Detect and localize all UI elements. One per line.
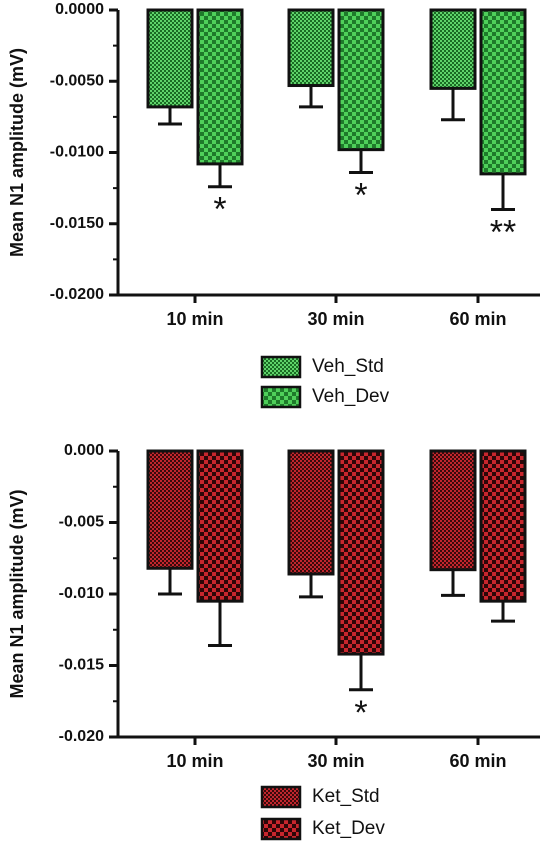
y-tick-label: 0.000 — [64, 442, 104, 459]
legend-label-Veh_Std: Veh_Std — [312, 356, 384, 377]
bar-Veh_Std-30 min — [287, 8, 335, 88]
legend-label-Ket_Std: Ket_Std — [312, 786, 380, 807]
bar-Ket_Dev-30 min — [337, 449, 385, 656]
y-axis-label: Mean N1 amplitude (mV) — [7, 48, 27, 257]
x-tick-label: 60 min — [449, 309, 506, 329]
bar-Veh_Std-60 min — [429, 8, 477, 90]
significance-marker: * — [213, 191, 226, 229]
bar-Ket_Std-10 min — [146, 449, 194, 570]
y-tick-label: 0.0000 — [55, 1, 104, 18]
y-tick-label: -0.005 — [59, 514, 104, 531]
x-tick-label: 10 min — [166, 751, 223, 771]
y-tick-label: -0.0050 — [50, 72, 104, 89]
y-tick-label: -0.0100 — [50, 144, 104, 161]
y-tick-label: -0.0200 — [50, 286, 104, 303]
y-tick-label: -0.020 — [59, 728, 104, 745]
y-tick-label: -0.010 — [59, 585, 104, 602]
y-tick-label: -0.015 — [59, 657, 104, 674]
x-tick-label: 30 min — [307, 751, 364, 771]
legend-swatch-Veh_Dev — [260, 385, 302, 409]
bar-Ket_Std-60 min — [429, 449, 477, 572]
legend-swatch-Ket_Std — [260, 785, 302, 809]
legend-swatch-Veh_Std — [260, 355, 302, 379]
legend-label-Veh_Dev: Veh_Dev — [312, 386, 390, 407]
y-axis-label: Mean N1 amplitude (mV) — [7, 489, 27, 698]
legend-label-Ket_Dev: Ket_Dev — [312, 818, 385, 839]
y-tick-label: -0.0150 — [50, 215, 104, 232]
x-tick-label: 60 min — [449, 751, 506, 771]
chart-panel-2: Mean N1 amplitude (mV) * 0.000 -0.005 -0.010… — [7, 442, 540, 841]
bar-Ket_Std-30 min — [287, 449, 335, 576]
bar-Ket_Dev-60 min — [479, 449, 527, 603]
significance-marker: * — [354, 694, 367, 732]
bar-Veh_Dev-30 min — [337, 8, 385, 152]
significance-marker: * — [354, 176, 367, 214]
legend-swatch-Ket_Dev — [260, 817, 302, 841]
bar-Veh_Dev-10 min — [196, 8, 244, 166]
chart-panel-1: Mean N1 amplitude (mV) * ***0.0000-0.0050-… — [7, 1, 540, 409]
bar-Ket_Dev-10 min — [196, 449, 244, 603]
x-tick-label: 10 min — [166, 309, 223, 329]
significance-marker: ** — [490, 214, 516, 252]
bar-Veh_Dev-60 min — [479, 8, 527, 176]
x-tick-label: 30 min — [307, 309, 364, 329]
bar-Veh_Std-10 min — [146, 8, 194, 109]
